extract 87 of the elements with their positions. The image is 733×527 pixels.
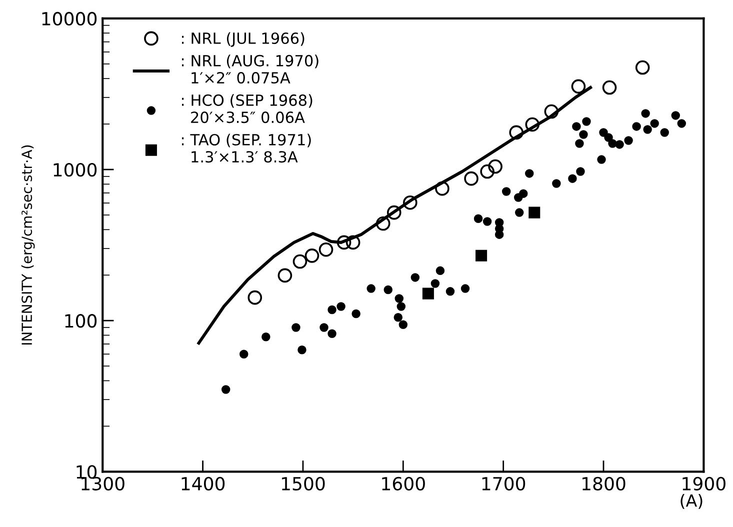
point: [328, 329, 336, 338]
point: [582, 117, 591, 126]
point: [599, 128, 608, 137]
point: [474, 214, 483, 224]
point: [528, 206, 540, 218]
point: [572, 122, 581, 131]
x-tick-label: 1400: [182, 476, 225, 490]
point: [336, 302, 346, 311]
point: [480, 164, 494, 179]
point: [346, 235, 360, 250]
point: [328, 305, 336, 314]
point: [482, 217, 492, 226]
point: [320, 323, 328, 332]
x-tick-label: 1600: [382, 476, 425, 490]
y-tick-label: 1000: [54, 162, 97, 177]
point: [460, 284, 470, 293]
point: [464, 171, 478, 186]
point: [525, 117, 540, 132]
y-tick-label: 10: [76, 465, 97, 479]
point: [476, 250, 488, 262]
point: [660, 128, 669, 137]
point: [608, 139, 617, 148]
point: [336, 235, 352, 250]
x-tick-label: 1300: [82, 476, 124, 490]
point: [604, 133, 613, 142]
point: [239, 350, 248, 358]
point: [436, 266, 445, 276]
point: [544, 104, 559, 119]
point: [384, 285, 392, 294]
point: [509, 125, 524, 140]
point: [650, 119, 659, 128]
point: [615, 140, 624, 149]
point: [318, 242, 334, 257]
point: [524, 169, 534, 178]
point: [304, 248, 320, 263]
point: [403, 195, 418, 210]
point: [643, 125, 652, 134]
point: [292, 323, 300, 332]
y-tick-label: 100: [65, 314, 97, 328]
point: [366, 284, 376, 293]
y-tick-label: 10000: [42, 12, 97, 26]
point: [488, 159, 502, 174]
point: [394, 294, 404, 303]
point: [597, 155, 606, 164]
point: [602, 80, 617, 95]
x-tick-label: 1900: [682, 476, 726, 490]
point: [396, 302, 406, 311]
point: [376, 216, 390, 231]
point: [262, 332, 270, 342]
point: [579, 130, 588, 139]
point: [430, 279, 440, 288]
legend-label: : TAO (SEP. 1971) 1.3′×1.3′ 8.3A: [182, 134, 311, 163]
legend-label: : NRL (AUG. 1970) 1′×2″ 0.075A: [182, 54, 318, 84]
point: [386, 205, 402, 220]
point: [514, 208, 524, 217]
point: [278, 268, 292, 283]
point: [410, 273, 420, 282]
point: [435, 181, 450, 196]
point: [292, 254, 308, 269]
point: [624, 136, 633, 145]
x-tick-label: 1500: [282, 476, 325, 490]
point: [422, 288, 434, 300]
legend-label: : HCO (SEP 1968) 20′×3.5″ 0.06A: [182, 94, 312, 124]
legend-label: : NRL (JUL 1966): [182, 32, 304, 47]
point: [632, 122, 641, 131]
point: [446, 287, 455, 296]
point: [394, 313, 403, 322]
point: [568, 174, 577, 183]
point: [671, 111, 680, 120]
point: [502, 187, 511, 196]
x-axis-title: (A): [680, 494, 702, 509]
point: [298, 345, 306, 354]
point: [518, 189, 528, 198]
x-tick-label: 1700: [482, 476, 526, 490]
point: [248, 290, 262, 305]
point: [641, 109, 650, 118]
point: [571, 79, 586, 94]
y-axis-title: INTENSITY (erg/cm²sec·str·A): [21, 145, 35, 345]
point: [677, 119, 686, 128]
point: [575, 139, 584, 148]
point: [576, 167, 585, 176]
point: [635, 60, 650, 75]
point: [221, 385, 230, 394]
point: [398, 320, 408, 330]
point: [352, 309, 360, 318]
point: [552, 179, 561, 188]
x-tick-label: 1800: [582, 476, 626, 490]
